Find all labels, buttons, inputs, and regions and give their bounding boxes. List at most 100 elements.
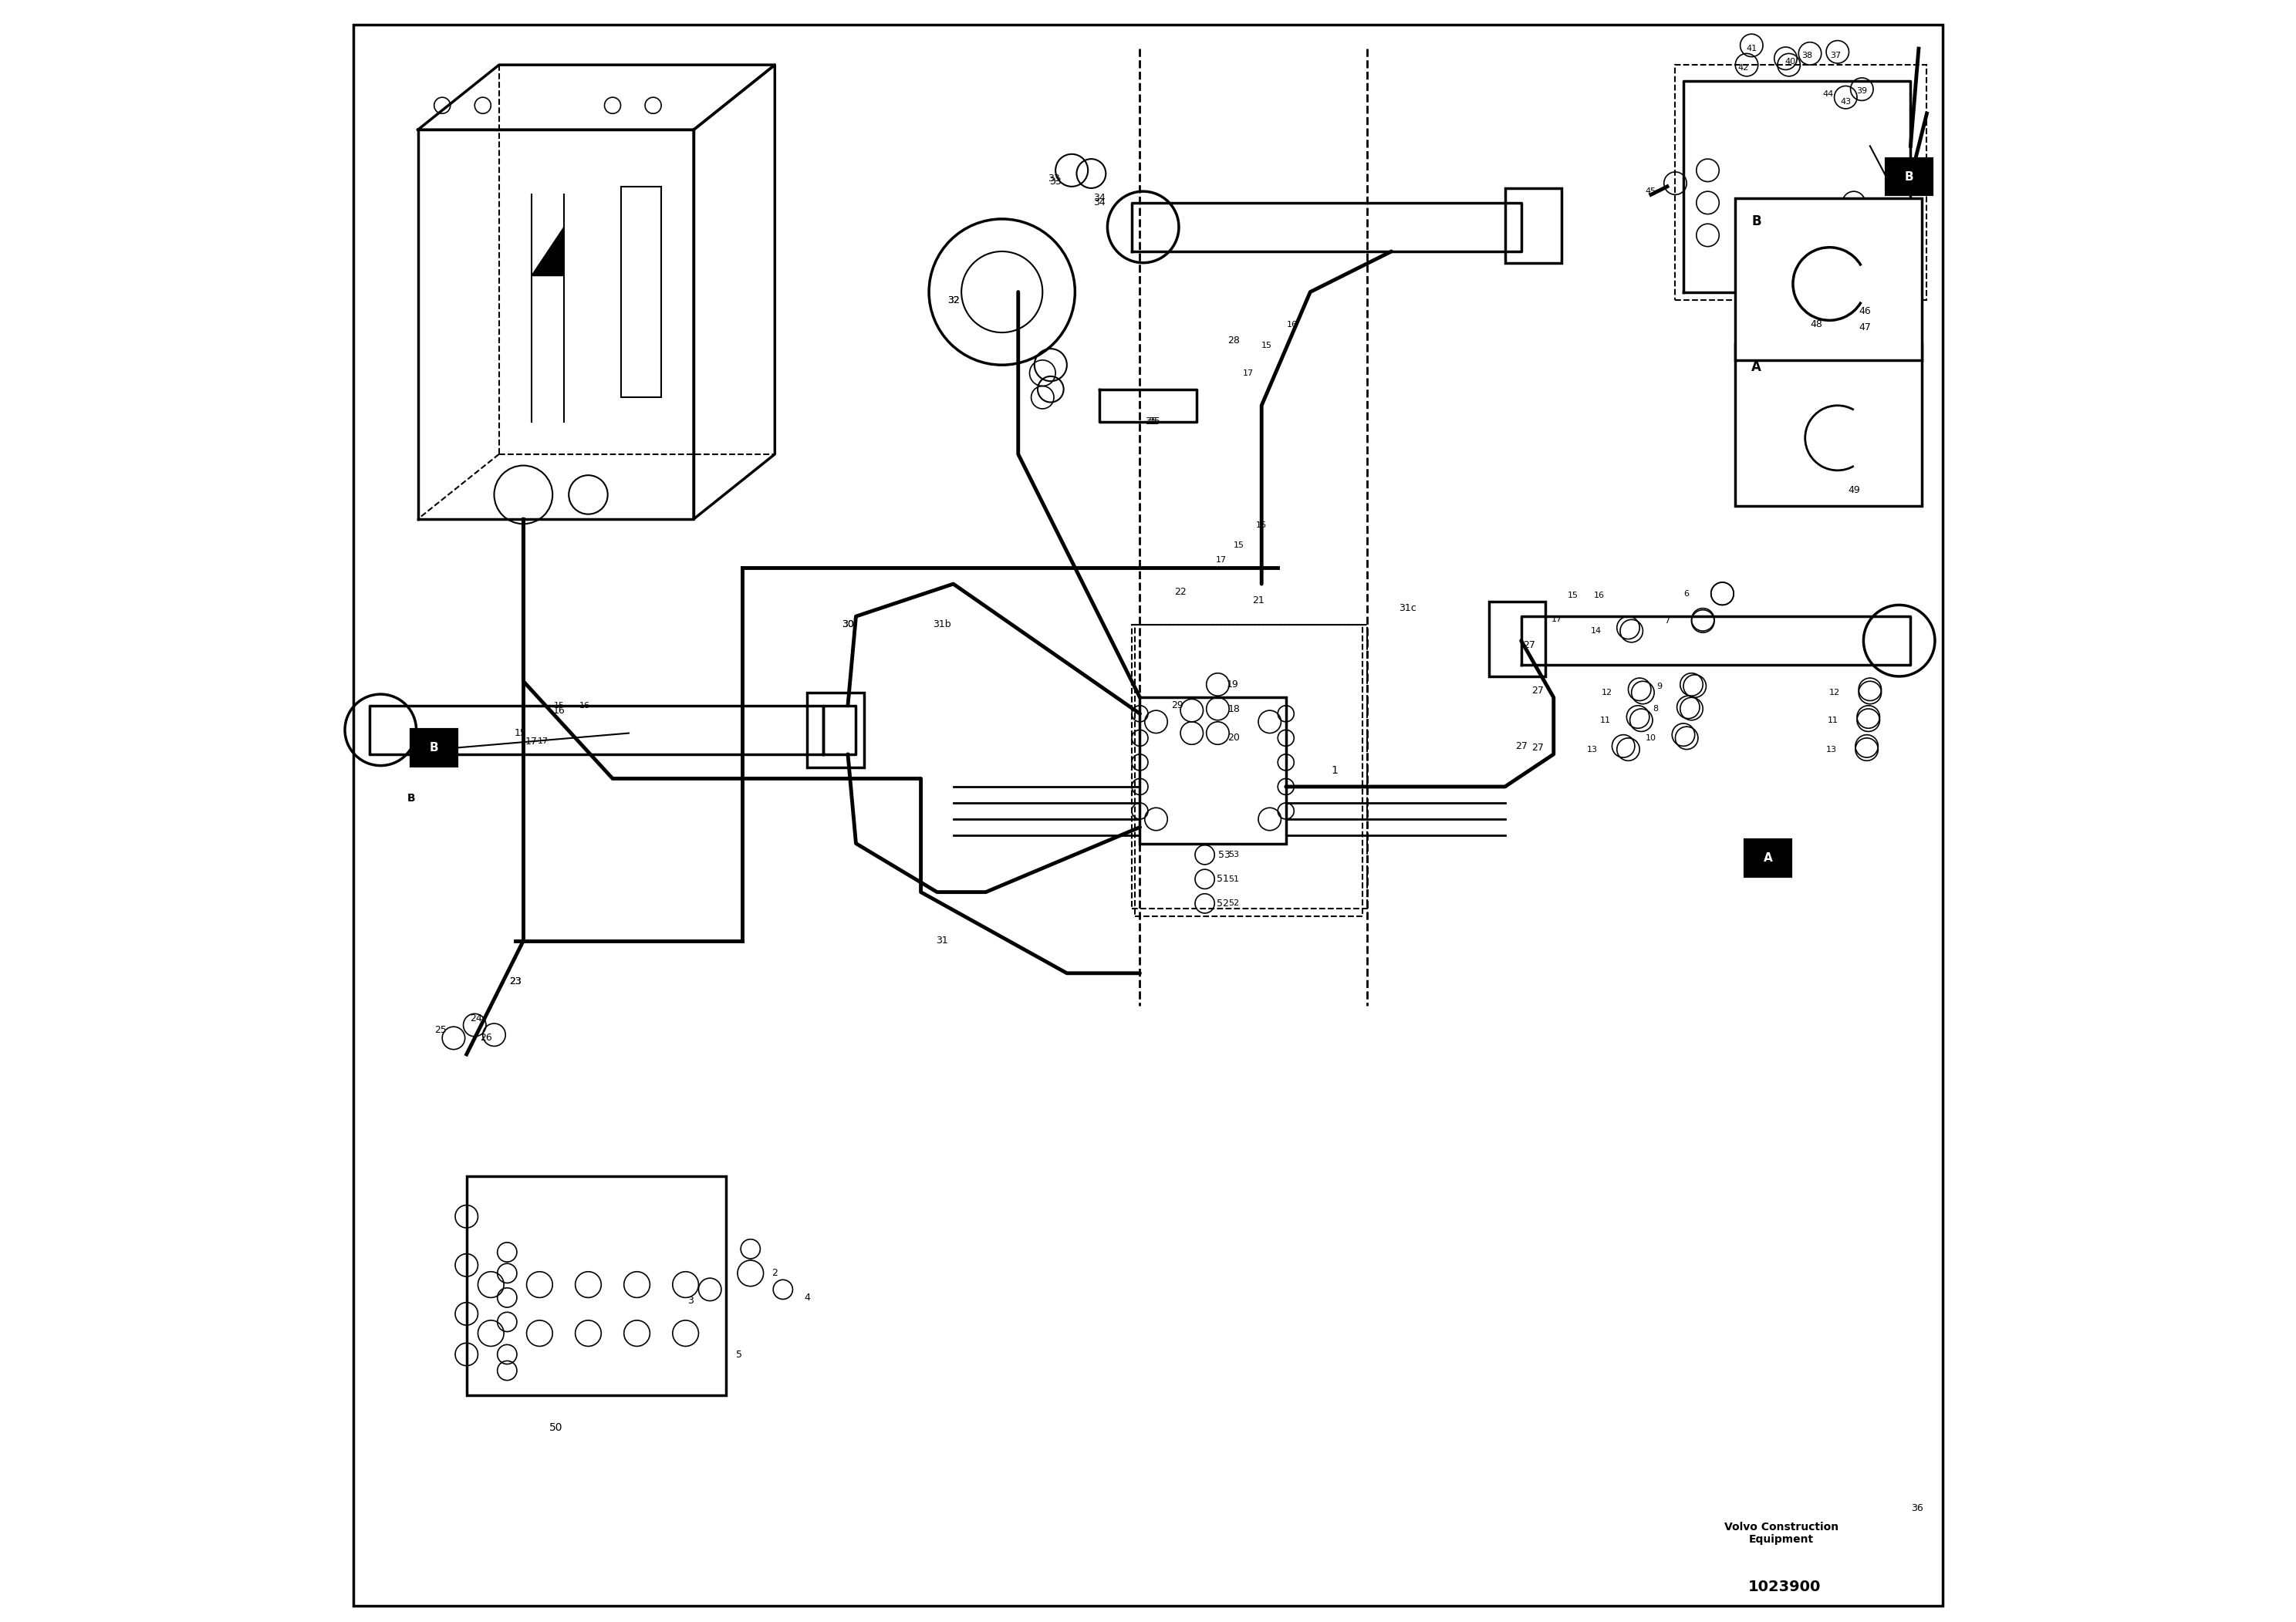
Text: 16: 16: [579, 702, 590, 709]
Text: 51: 51: [1217, 874, 1228, 884]
Text: 26: 26: [480, 1033, 491, 1043]
Text: 53: 53: [1228, 852, 1240, 858]
Text: 17: 17: [1552, 616, 1561, 623]
Text: B: B: [1903, 170, 1913, 183]
Text: 3: 3: [687, 1296, 693, 1306]
Text: 44: 44: [1823, 91, 1832, 97]
Bar: [1676, 65, 1926, 300]
Text: 21: 21: [1251, 595, 1265, 605]
Text: 23: 23: [510, 976, 521, 986]
Text: 4: 4: [804, 1293, 810, 1302]
Text: 51: 51: [1228, 876, 1240, 882]
Text: 53: 53: [1219, 850, 1231, 860]
Text: 15: 15: [514, 728, 526, 738]
Text: B: B: [1752, 214, 1761, 229]
Text: 6: 6: [1683, 590, 1690, 597]
Text: 10: 10: [1646, 735, 1655, 741]
Text: B: B: [406, 793, 416, 803]
Text: 17: 17: [526, 736, 537, 746]
Bar: [620, 187, 661, 397]
Bar: [808, 693, 863, 767]
Text: 32: 32: [948, 295, 960, 305]
Text: 36: 36: [1910, 1504, 1924, 1513]
Text: 1023900: 1023900: [1747, 1580, 1821, 1594]
Text: 30: 30: [843, 620, 854, 629]
Text: 16: 16: [1593, 592, 1605, 599]
Bar: [1736, 198, 1922, 360]
Text: 18: 18: [1228, 704, 1240, 714]
Text: 27: 27: [1515, 741, 1527, 751]
Text: 34: 34: [1093, 198, 1104, 208]
Text: 37: 37: [1830, 52, 1841, 58]
Text: 48: 48: [1809, 320, 1823, 329]
Text: 31b: 31b: [932, 620, 951, 629]
Text: 20: 20: [1228, 733, 1240, 743]
Text: 15: 15: [1233, 542, 1244, 548]
Text: 15: 15: [553, 702, 565, 709]
Text: A: A: [1752, 360, 1761, 375]
Text: 49: 49: [1848, 485, 1860, 495]
Text: 15: 15: [1261, 342, 1272, 349]
Text: 2: 2: [771, 1268, 778, 1278]
Text: 32: 32: [948, 295, 960, 305]
Text: 16: 16: [1256, 522, 1267, 529]
Text: 8: 8: [1653, 706, 1658, 712]
Text: 31: 31: [937, 936, 948, 946]
Text: 11: 11: [1600, 717, 1612, 723]
Bar: [1488, 602, 1545, 676]
Text: Volvo Construction
Equipment: Volvo Construction Equipment: [1724, 1521, 1839, 1544]
Text: 9: 9: [1655, 683, 1662, 689]
Text: 45: 45: [1646, 188, 1655, 195]
Text: 50: 50: [549, 1422, 563, 1432]
Text: 34: 34: [1093, 193, 1104, 203]
Bar: [1736, 344, 1922, 506]
Text: 17: 17: [1215, 556, 1226, 563]
Bar: [466, 1176, 726, 1395]
Text: 13: 13: [1587, 746, 1598, 753]
Text: 30: 30: [843, 620, 854, 629]
Text: 27: 27: [1531, 686, 1543, 696]
Text: 27: 27: [1531, 743, 1543, 753]
Text: 46: 46: [1860, 307, 1871, 316]
Text: 7: 7: [1665, 618, 1669, 624]
Text: 35: 35: [1148, 417, 1159, 427]
Polygon shape: [530, 227, 565, 276]
Text: 12: 12: [1830, 689, 1839, 696]
Bar: [1504, 188, 1561, 263]
Text: 42: 42: [1738, 65, 1750, 71]
Text: 19: 19: [1226, 680, 1238, 689]
Text: 35: 35: [1146, 417, 1157, 427]
Text: 39: 39: [1857, 88, 1867, 94]
Text: 5: 5: [737, 1350, 742, 1359]
Text: 43: 43: [1839, 99, 1851, 105]
Text: 22: 22: [1173, 587, 1187, 597]
Bar: [411, 730, 457, 766]
Text: 29: 29: [1171, 701, 1182, 710]
Text: 11: 11: [1828, 717, 1839, 723]
Text: 17: 17: [1242, 370, 1254, 376]
Text: 52: 52: [1217, 899, 1228, 908]
Text: 23: 23: [510, 976, 521, 986]
Text: 33: 33: [1049, 177, 1061, 187]
Text: 25: 25: [434, 1025, 448, 1035]
Text: 16: 16: [1288, 321, 1297, 328]
Text: 1: 1: [1332, 766, 1339, 775]
Bar: [1134, 624, 1362, 916]
Text: 33: 33: [1047, 174, 1061, 183]
Text: 17: 17: [537, 738, 549, 744]
Bar: [1745, 840, 1791, 876]
Text: 40: 40: [1784, 58, 1795, 65]
Text: 12: 12: [1603, 689, 1612, 696]
Text: A: A: [1763, 852, 1773, 865]
Bar: [1132, 624, 1366, 908]
Text: 31c: 31c: [1398, 603, 1417, 613]
Text: 41: 41: [1747, 45, 1756, 52]
Text: B: B: [429, 741, 439, 754]
Text: 28: 28: [1228, 336, 1240, 345]
Text: 16: 16: [553, 706, 565, 715]
Text: 52: 52: [1228, 900, 1240, 907]
Text: 13: 13: [1825, 746, 1837, 753]
Text: 15: 15: [1568, 592, 1577, 599]
Text: 27: 27: [1522, 641, 1536, 650]
Bar: [1887, 159, 1931, 195]
